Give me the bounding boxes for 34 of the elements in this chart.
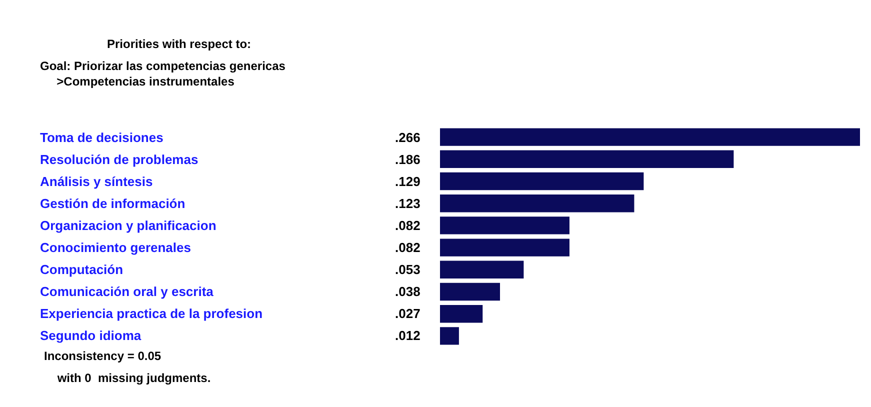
bar	[440, 172, 644, 190]
y-tick-label: Resolución de problemas	[40, 152, 198, 167]
y-tick-label: Análisis y síntesis	[40, 174, 153, 189]
text: Goal: Priorizar las competencias genericas >Competencias instrumentales	[40, 59, 286, 89]
y-tick-label: Gestión de información	[40, 196, 186, 211]
data-label: .186	[395, 152, 420, 167]
y-tick-label: Conocimiento gerenales	[40, 240, 191, 255]
bar	[440, 238, 570, 256]
data-label: .027	[395, 306, 420, 321]
y-tick-label: Toma de decisiones	[40, 130, 164, 145]
bar	[440, 327, 459, 345]
data-label: .012	[395, 328, 420, 343]
data-label: .123	[395, 196, 420, 211]
bar	[440, 282, 500, 301]
bar	[440, 216, 570, 234]
text: Priorities with respect to:	[107, 37, 252, 51]
bar	[440, 260, 524, 278]
y-tick-label: Comunicación oral y escrita	[40, 284, 214, 299]
y-tick-label: Organizacion y planificacion	[40, 218, 216, 233]
text: with 0 missing judgments.	[44, 371, 211, 385]
y-tick-label: Computación	[40, 262, 124, 277]
data-label: .082	[395, 218, 420, 233]
data-label: .038	[395, 284, 420, 299]
bar	[440, 305, 483, 323]
bar	[440, 194, 634, 212]
data-label: .082	[395, 240, 420, 255]
bar	[440, 150, 734, 168]
data-label: .129	[395, 174, 420, 189]
bar	[440, 128, 860, 146]
y-tick-label: Experiencia practica de la profesion	[40, 306, 263, 321]
data-label: .053	[395, 262, 420, 277]
y-tick-label: Segundo idioma	[40, 328, 142, 343]
text: Inconsistency = 0.05	[44, 349, 162, 363]
data-label: .266	[395, 130, 420, 145]
